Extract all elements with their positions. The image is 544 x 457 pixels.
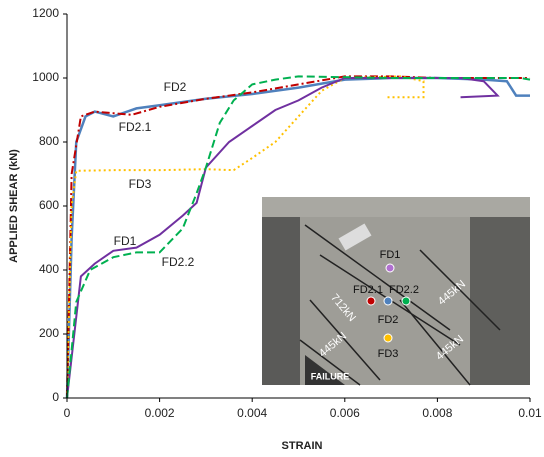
x-tick-label: 0.01 [518,406,542,420]
y-tick-label: 1200 [32,6,59,20]
y-tick-label: 800 [39,134,59,148]
sensor-dot [401,296,411,306]
inset-label: FD2.1 [353,284,383,296]
x-tick-label: 0 [64,406,71,420]
gauge [338,223,372,251]
sensor-dot [385,263,395,273]
x-tick-label: 0.004 [237,406,267,420]
photo-top [262,197,530,217]
x-tick-label: 0.008 [422,406,452,420]
sensor-dot [383,333,393,343]
failure-zone [305,355,345,385]
series-label: FD2.1 [119,120,152,134]
series-line [66,75,531,399]
sensor-dot [383,296,393,306]
inset-label: FD3 [378,348,399,360]
inset-label: FD1 [380,249,401,261]
y-tick-label: 200 [39,326,59,340]
series-line [66,77,500,399]
series-label: FD2.2 [162,255,195,269]
inset-label: FAILURE [311,371,350,381]
photo-right [470,217,530,385]
y-tick-label: 1000 [32,70,59,84]
series-label: FD3 [129,177,152,191]
series-label: FD1 [114,234,137,248]
inset-label: FD2.2 [389,284,419,296]
sensor-dot [366,296,376,306]
y-tick-label: 600 [39,198,59,212]
y-axis-title: APPLIED SHEAR (kN) [8,149,20,263]
series-line [66,75,425,399]
series-label: FD2 [164,80,187,94]
y-tick-label: 0 [52,390,59,404]
inset-label: FD2 [378,314,399,326]
photo-left [262,217,300,385]
x-tick-label: 0.002 [145,406,175,420]
x-tick-label: 0.006 [330,406,360,420]
y-tick-label: 400 [39,262,59,276]
x-axis-title: STRAIN [282,440,323,452]
